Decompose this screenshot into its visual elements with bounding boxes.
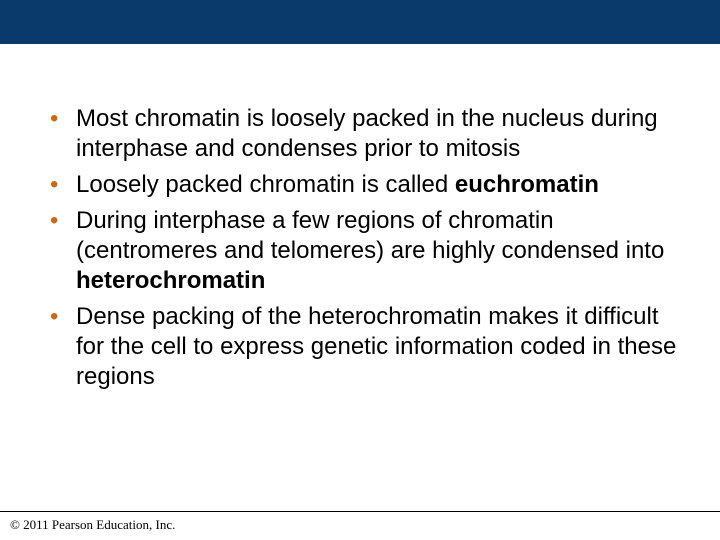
slide-content: Most chromatin is loosely packed in the … [0,44,720,540]
list-item: Most chromatin is loosely packed in the … [30,104,690,164]
bullet-text: Loosely packed chromatin is called euchr… [76,171,599,198]
bullet-text: Dense packing of the heterochromatin mak… [76,303,676,390]
list-item: Dense packing of the heterochromatin mak… [30,302,690,392]
list-item: Loosely packed chromatin is called euchr… [30,170,690,200]
list-item: During interphase a few regions of chrom… [30,206,690,296]
slide-container: Most chromatin is loosely packed in the … [0,0,720,540]
text-pre: Dense packing of the heterochromatin mak… [76,303,676,390]
footer: © 2011 Pearson Education, Inc. [0,511,720,540]
text-pre: During interphase a few regions of chrom… [76,207,664,264]
text-bold: euchromatin [455,171,599,198]
header-bar [0,0,720,44]
text-pre: Most chromatin is loosely packed in the … [76,105,658,162]
text-bold: heterochromatin [76,267,265,294]
bullet-list: Most chromatin is loosely packed in the … [30,104,690,392]
bullet-text: Most chromatin is loosely packed in the … [76,105,658,162]
bullet-text: During interphase a few regions of chrom… [76,207,664,294]
text-pre: Loosely packed chromatin is called [76,171,455,198]
copyright-text: © 2011 Pearson Education, Inc. [10,517,175,532]
